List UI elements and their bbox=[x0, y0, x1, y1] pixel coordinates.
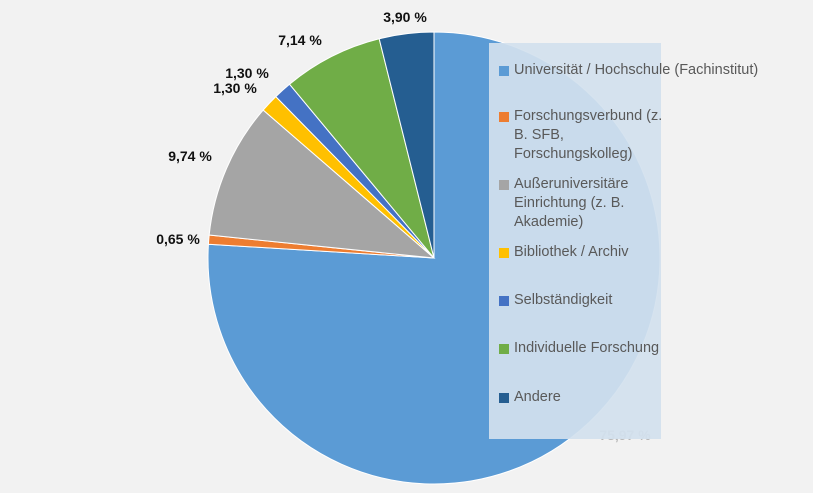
chart-legend: Universität / Hochschule (Fachinstitut) F… bbox=[489, 43, 758, 439]
legend-item-andere: Andere bbox=[499, 388, 804, 407]
legend-item-selbstandigkeit: Selbständigkeit bbox=[499, 291, 804, 310]
legend-swatch bbox=[499, 112, 509, 122]
data-label-individuelle-forschung: 7,14 % bbox=[278, 32, 322, 48]
data-label-ausseruniversitare-einrichtung-z-b-akademie: 9,74 % bbox=[168, 148, 212, 164]
legend-swatch bbox=[499, 66, 509, 76]
legend-label: Individuelle Forschung bbox=[514, 340, 660, 356]
data-label-selbstandigkeit: 1,30 % bbox=[225, 65, 269, 81]
legend-label: Bibliothek / Archiv bbox=[514, 244, 629, 260]
legend-swatch bbox=[499, 180, 509, 190]
legend-item-ausseruniversitare-einrichtung-z-b-akademie: Außeruniversitäre Einrichtung (z. B. Aka… bbox=[499, 175, 804, 232]
legend-item-forschungsverbund-z-b-sfb-forschungskolleg: Forschungsverbund (z. B. SFB, Forschungs… bbox=[499, 107, 804, 164]
legend-swatch bbox=[499, 344, 509, 354]
legend-label: Andere bbox=[514, 389, 561, 405]
legend-label: Universität / Hochschule (Fachinstitut) bbox=[514, 62, 759, 78]
pie-slice-andere bbox=[378, 31, 435, 259]
legend-swatch bbox=[499, 248, 509, 258]
pie-slice-individuelle-forschung bbox=[288, 38, 435, 259]
legend-label: Außeruniversitäre Einrichtung (z. B. Aka… bbox=[514, 176, 629, 230]
pie-slice-ausseruniversitare-einrichtung-z-b-akademie bbox=[208, 109, 436, 259]
data-label-andere: 3,90 % bbox=[383, 9, 427, 25]
legend-swatch bbox=[499, 393, 509, 403]
legend-item-universitat-hochschule-fachinstitut: Universität / Hochschule (Fachinstitut) bbox=[499, 61, 804, 80]
legend-label: Forschungsverbund (z. B. SFB, Forschungs… bbox=[514, 108, 663, 162]
legend-item-bibliothek-archiv: Bibliothek / Archiv bbox=[499, 243, 804, 262]
data-label-bibliothek-archiv: 1,30 % bbox=[213, 80, 257, 96]
data-label-forschungsverbund-z-b-sfb-forschungskolleg: 0,65 % bbox=[156, 231, 200, 247]
legend-swatch bbox=[499, 296, 509, 306]
legend-label: Selbständigkeit bbox=[514, 292, 613, 308]
legend-item-individuelle-forschung: Individuelle Forschung bbox=[499, 339, 804, 358]
